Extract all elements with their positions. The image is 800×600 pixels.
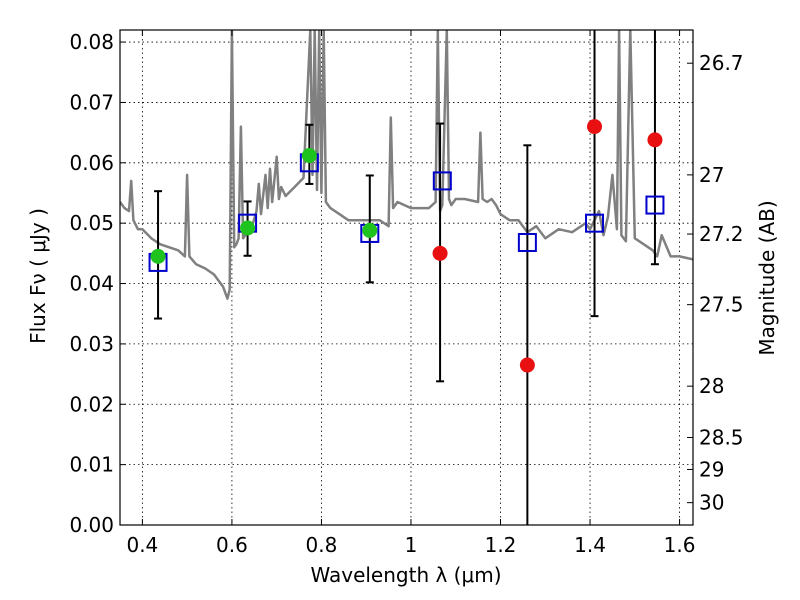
- model-photometry-squares: [148, 153, 665, 272]
- x-tick-label: 1: [405, 533, 418, 557]
- y-tick-label: 0.06: [69, 151, 114, 175]
- right-tick-label: 27.2: [699, 222, 744, 246]
- y-tick-label: 0.03: [69, 332, 114, 356]
- model-photometry-square: [645, 195, 665, 215]
- right-axis-label: Magnitude (AB): [755, 200, 779, 355]
- x-tick-label: 1.2: [485, 533, 517, 557]
- right-tick-label: 28.5: [699, 425, 744, 449]
- axis-ticks: 0.4 0.6 0.8 1 1.2 1.4 1.6 0.00 0.01 0.02 0.03 0.04 0…: [69, 30, 744, 557]
- model-photometry-square: [585, 213, 605, 233]
- detection-point: [240, 220, 256, 236]
- right-tick-label: 26.7: [699, 51, 744, 75]
- non-detection-point: [587, 119, 603, 135]
- non-detection-point: [432, 245, 448, 261]
- y-tick-label: 0.02: [69, 392, 114, 416]
- detection-point: [150, 248, 166, 264]
- x-tick-label: 1.4: [574, 533, 606, 557]
- y-tick-label: 0.07: [69, 90, 114, 114]
- y-tick-label: 0.04: [69, 272, 114, 296]
- detection-point: [301, 148, 317, 164]
- observed-points: [150, 119, 663, 373]
- grid-lines: [120, 30, 693, 526]
- x-tick-label: 0.8: [306, 533, 338, 557]
- right-tick-label: 30: [699, 491, 724, 515]
- right-tick-label: 27: [699, 163, 724, 187]
- right-tick-label: 27.5: [699, 293, 744, 317]
- y-tick-label: 0.01: [69, 453, 114, 477]
- x-tick-label: 1.6: [664, 533, 696, 557]
- x-tick-label: 0.4: [126, 533, 158, 557]
- right-tick-label: 28: [699, 374, 724, 398]
- model-photometry-square: [432, 171, 452, 191]
- non-detection-point: [647, 132, 663, 148]
- model-spectrum: [120, 30, 693, 300]
- right-tick-label: 29: [699, 457, 724, 481]
- plot-frame: [119, 29, 694, 526]
- y-tick-label: 0.05: [69, 211, 114, 235]
- detection-point: [362, 222, 378, 238]
- model-photometry-square: [517, 232, 537, 252]
- model-spectrum-line: [120, 30, 693, 300]
- non-detection-point: [519, 357, 535, 373]
- y-axis-label: Flux Fν ( μJy ): [26, 208, 50, 344]
- x-axis-label: Wavelength λ (μm): [310, 563, 501, 587]
- y-tick-label: 0.00: [69, 513, 114, 537]
- x-tick-label: 0.6: [216, 533, 248, 557]
- y-tick-label: 0.08: [69, 30, 114, 54]
